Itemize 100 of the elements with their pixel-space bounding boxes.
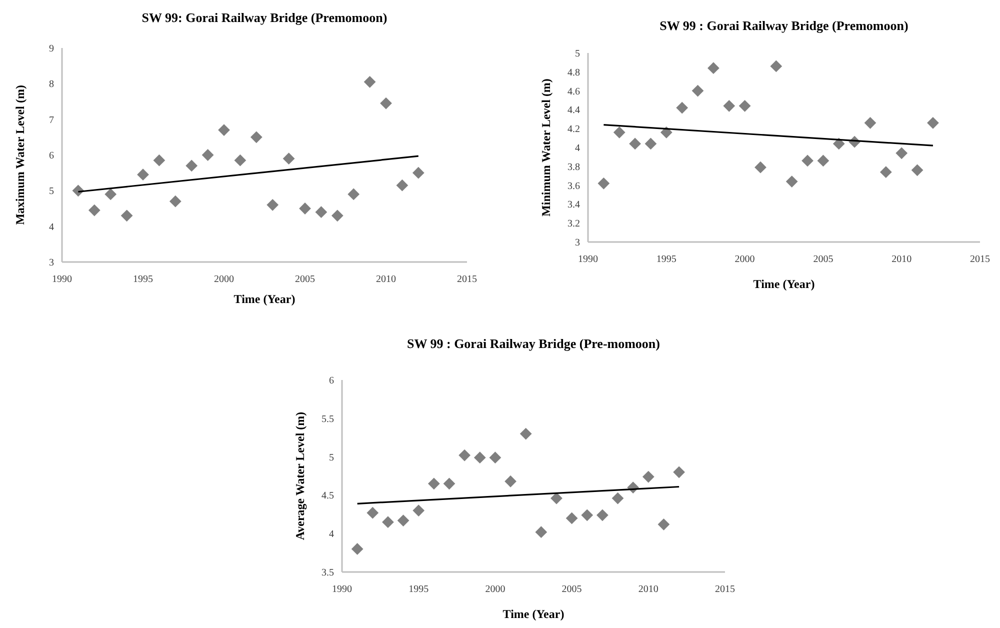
point xyxy=(299,202,311,214)
point xyxy=(489,452,502,464)
x-tick-label: 2015 xyxy=(970,254,990,265)
x-tick-label: 1995 xyxy=(656,254,676,265)
y-tick-label: 7 xyxy=(49,114,54,126)
point xyxy=(642,470,654,483)
y-tick-label: 4.5 xyxy=(322,490,334,502)
x-tick-label: 2005 xyxy=(562,584,582,595)
y-tick-label: 5 xyxy=(49,186,54,198)
point xyxy=(911,164,924,176)
point xyxy=(598,177,610,190)
point xyxy=(738,100,751,112)
x-tick-label: 1990 xyxy=(52,274,72,285)
y-tick-label: 9 xyxy=(49,44,54,54)
y-tick-label: 8 xyxy=(49,79,54,90)
point xyxy=(629,138,641,150)
point xyxy=(770,60,782,72)
point xyxy=(315,206,328,218)
y-tick-label: 6 xyxy=(329,376,334,386)
point xyxy=(412,166,424,179)
y-axis-title: Minimum Water Level (m) xyxy=(539,78,553,216)
x-tick-label: 2010 xyxy=(376,274,396,285)
point xyxy=(520,428,532,440)
point xyxy=(282,152,295,165)
y-tick-label: 5.5 xyxy=(322,414,334,425)
point xyxy=(186,160,198,172)
point xyxy=(832,138,845,150)
point xyxy=(644,138,657,150)
point xyxy=(153,154,166,166)
point xyxy=(786,176,798,188)
point xyxy=(443,478,456,490)
x-tick-label: 2005 xyxy=(295,274,315,285)
point xyxy=(566,512,578,524)
point xyxy=(880,166,892,178)
y-tick-label: 4.6 xyxy=(568,86,580,98)
x-axis-title: Time (Year) xyxy=(234,292,296,306)
point xyxy=(331,210,344,222)
y-axis-title: Maximum Water Level (m) xyxy=(13,85,27,225)
point xyxy=(754,161,766,174)
y-tick-label: 4.4 xyxy=(568,105,580,116)
point xyxy=(723,100,736,112)
point xyxy=(658,518,670,530)
point xyxy=(692,84,704,97)
point xyxy=(396,179,408,192)
point xyxy=(120,210,133,222)
x-tick-label: 2000 xyxy=(734,254,755,265)
point xyxy=(802,154,814,167)
point xyxy=(266,198,279,211)
x-tick-label: 1990 xyxy=(578,254,598,265)
point xyxy=(137,168,149,181)
point xyxy=(397,514,410,526)
y-tick-label: 3.5 xyxy=(322,568,334,578)
point xyxy=(896,147,908,160)
y-tick-label: 4 xyxy=(49,222,54,233)
y-tick-label: 4.2 xyxy=(568,124,580,136)
point xyxy=(364,76,376,88)
x-tick-label: 2005 xyxy=(813,254,834,265)
point xyxy=(382,516,394,528)
x-tick-label: 1995 xyxy=(133,274,153,285)
point xyxy=(348,188,360,200)
x-tick-label: 2010 xyxy=(638,584,658,595)
y-tick-label: 3.4 xyxy=(568,200,580,211)
y-tick-label: 3.8 xyxy=(568,162,580,173)
y-axis-title: Average Water Level (m) xyxy=(293,412,307,540)
point xyxy=(234,154,246,166)
point xyxy=(351,543,364,555)
point xyxy=(428,478,440,490)
point xyxy=(864,116,876,129)
y-tick-label: 3 xyxy=(575,238,580,248)
y-tick-label: 3 xyxy=(49,258,54,268)
point xyxy=(927,116,939,129)
point xyxy=(612,492,624,504)
point xyxy=(250,131,262,144)
y-tick-label: 3.6 xyxy=(568,180,580,192)
x-tick-label: 2015 xyxy=(457,274,477,285)
chart-title: SW 99 : Gorai Railway Bridge (Pre-momoon) xyxy=(407,336,660,351)
x-tick-label: 2000 xyxy=(214,274,234,285)
point xyxy=(88,204,100,216)
point xyxy=(708,62,720,74)
point xyxy=(458,449,470,462)
x-tick-label: 1990 xyxy=(332,584,352,595)
y-tick-label: 3.2 xyxy=(568,218,580,230)
point xyxy=(581,509,594,522)
point xyxy=(673,466,685,478)
x-tick-label: 1995 xyxy=(408,584,429,595)
point xyxy=(596,509,608,522)
point xyxy=(817,154,830,167)
point xyxy=(202,149,214,161)
point xyxy=(366,506,379,519)
point xyxy=(169,195,182,208)
chart-title: SW 99 : Gorai Railway Bridge (Premomoon) xyxy=(660,18,908,33)
chart-title: SW 99: Gorai Railway Bridge (Premomoon) xyxy=(142,10,388,25)
y-tick-label: 4 xyxy=(329,529,334,540)
point xyxy=(535,526,548,538)
point xyxy=(218,124,230,136)
x-axis-title: Time (Year) xyxy=(753,277,815,291)
point xyxy=(380,97,392,110)
y-tick-label: 4.8 xyxy=(568,67,580,78)
y-tick-label: 4 xyxy=(575,143,580,154)
point xyxy=(676,102,688,114)
